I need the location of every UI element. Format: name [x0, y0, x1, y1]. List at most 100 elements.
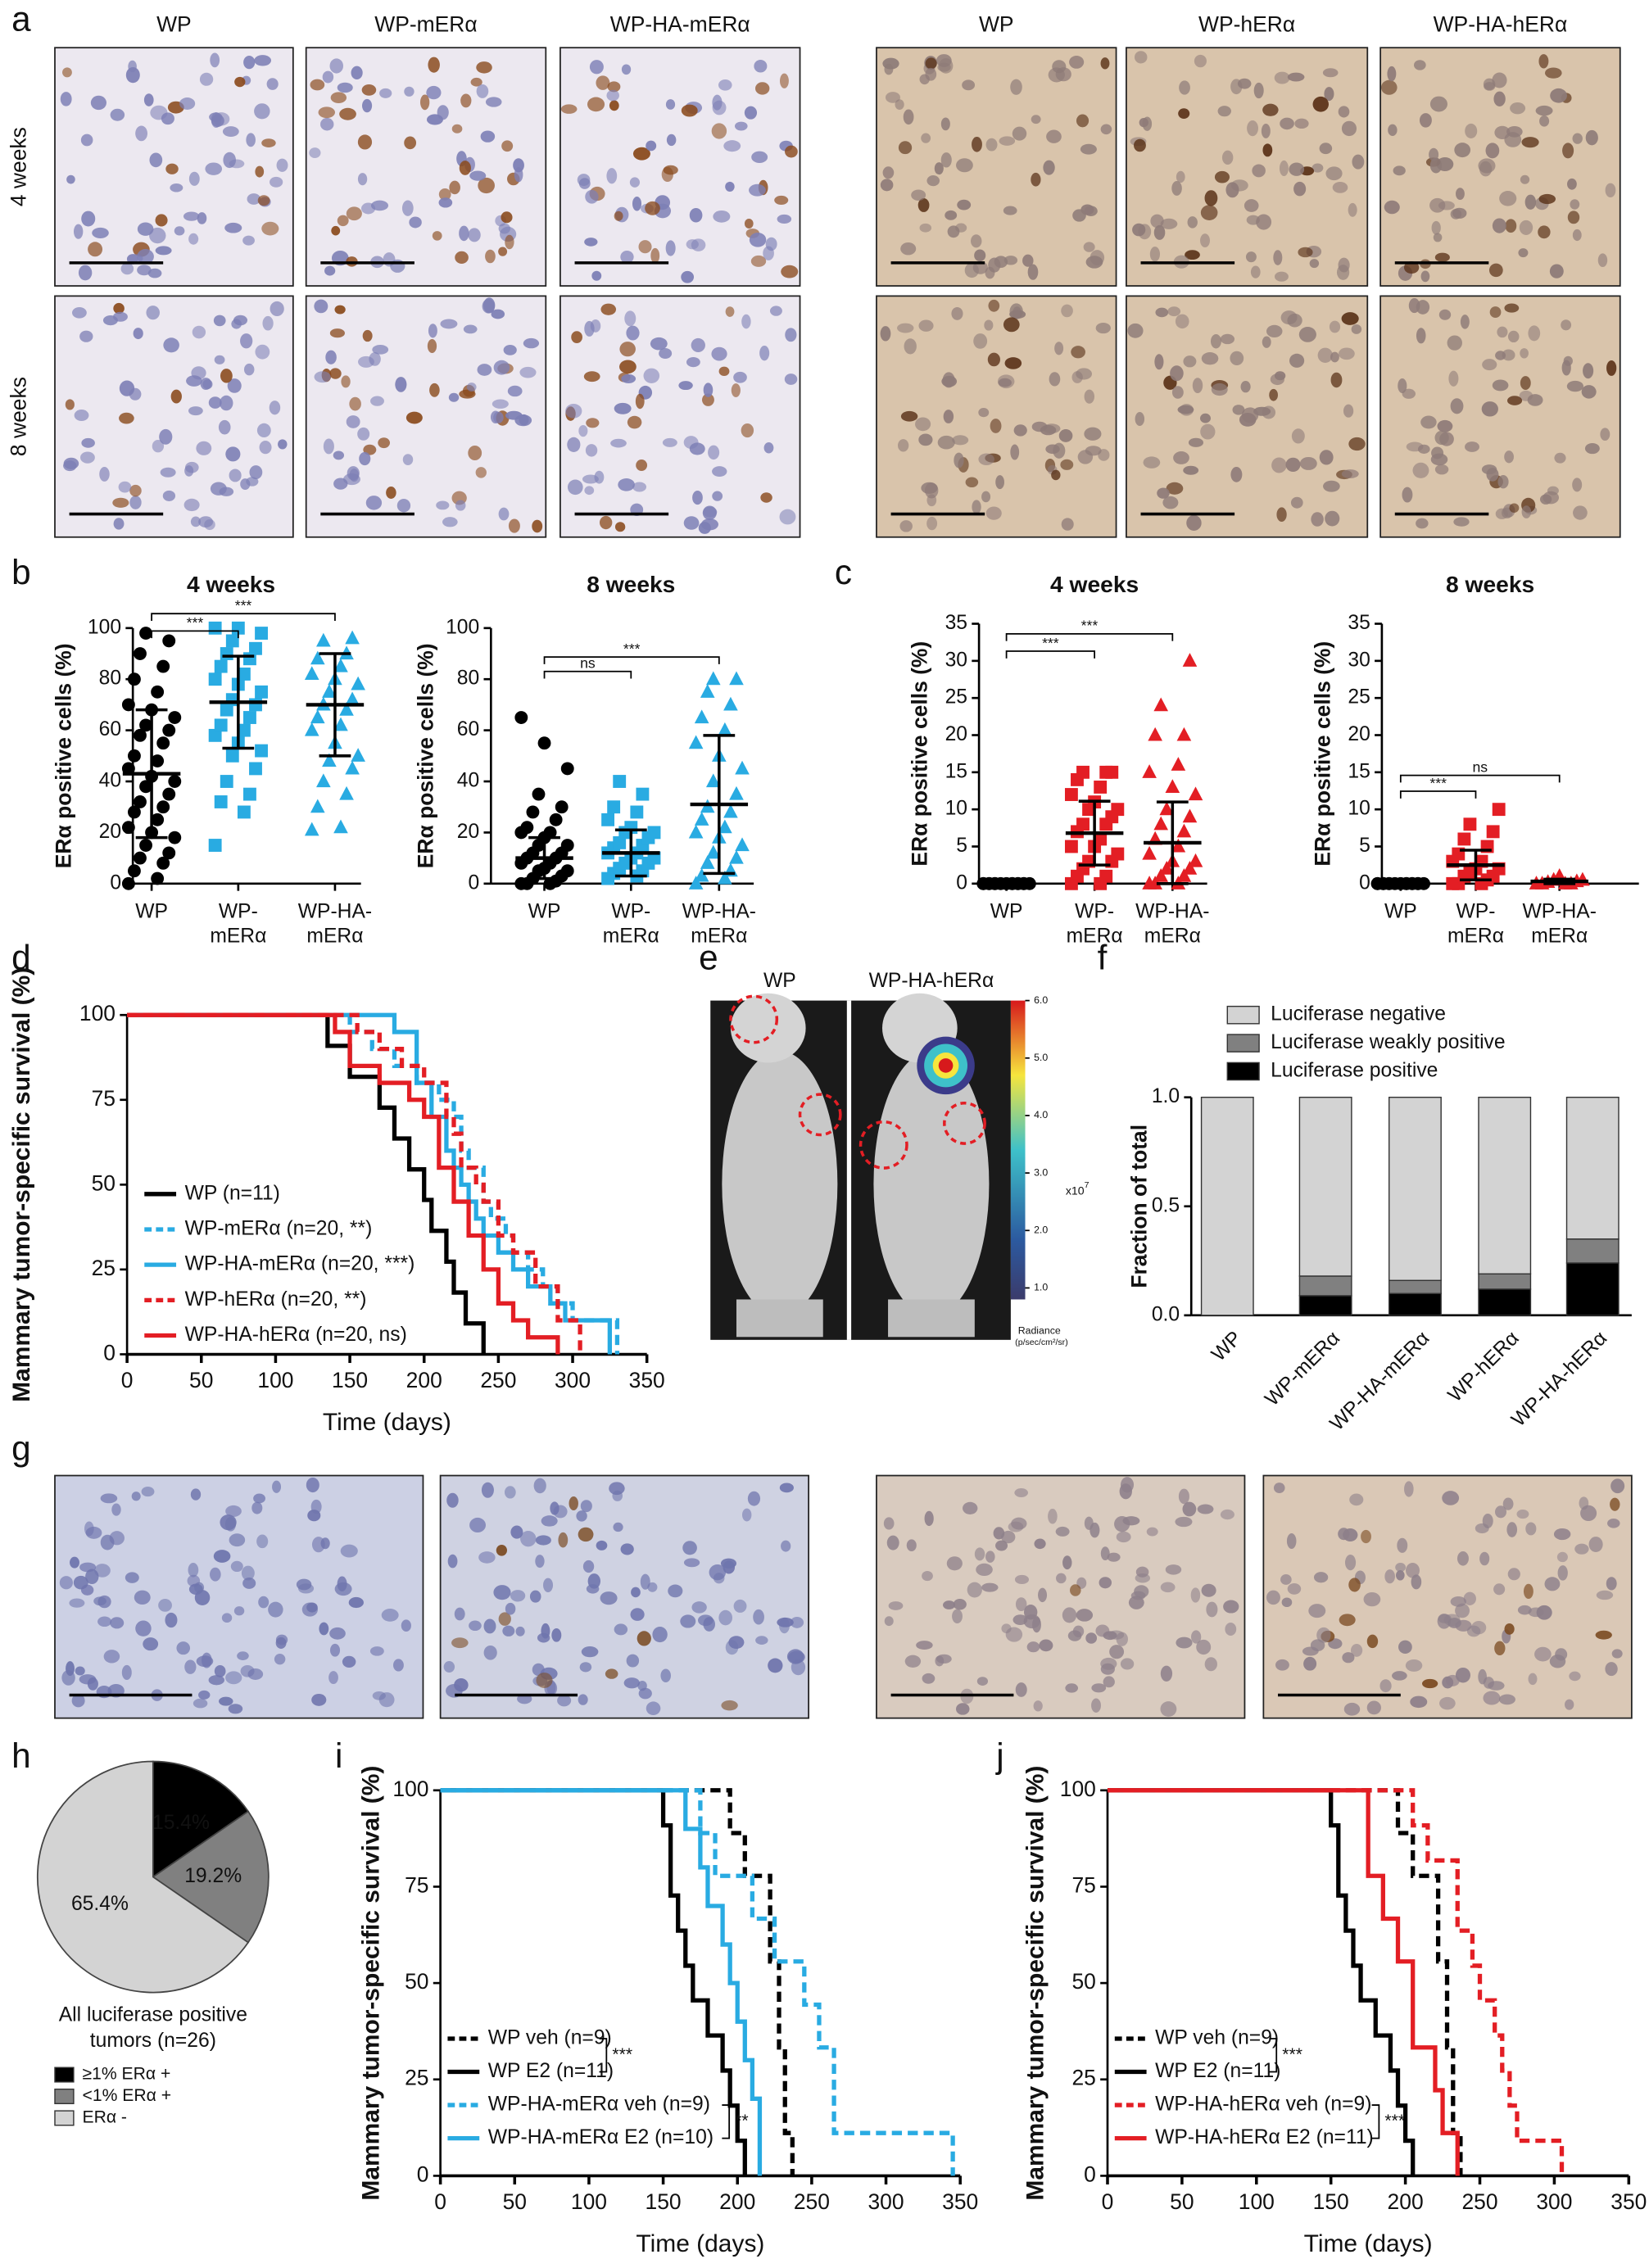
cell-nucleus: [1289, 353, 1305, 368]
cell-nucleus: [223, 152, 237, 169]
cell-nucleus: [1039, 1639, 1053, 1652]
cell-nucleus: [1510, 102, 1526, 115]
cell-nucleus: [87, 1677, 98, 1691]
cell-nucleus: [470, 77, 482, 87]
y-tick-label: 100: [446, 616, 479, 638]
cell-nucleus: [1572, 478, 1583, 492]
cell-nucleus: [362, 329, 373, 342]
cell-nucleus: [1412, 462, 1429, 478]
survival-curve: [440, 1788, 763, 2176]
cell-nucleus: [741, 314, 751, 329]
cell-nucleus: [1055, 1526, 1070, 1537]
cell-nucleus: [956, 158, 973, 173]
cell-nucleus: [1201, 352, 1219, 365]
cell-nucleus: [590, 319, 601, 333]
data-point: [134, 851, 147, 865]
cell-nucleus: [1317, 347, 1333, 363]
data-point: [121, 762, 135, 776]
x-tick-label: 200: [1388, 2189, 1424, 2214]
cell-nucleus: [1309, 259, 1320, 269]
cell-nucleus: [1528, 1607, 1544, 1618]
cell-nucleus: [196, 441, 212, 455]
cell-nucleus: [1453, 517, 1470, 527]
cell-nucleus: [1419, 113, 1432, 128]
cell-nucleus: [210, 52, 220, 68]
cell-nucleus: [1013, 306, 1022, 319]
cell-nucleus: [143, 93, 154, 106]
y-tick-label: 0: [1359, 871, 1370, 894]
cell-nucleus: [1607, 1518, 1620, 1528]
y-tick-label: 20: [945, 723, 967, 745]
y-tick-label: 20: [1348, 723, 1370, 745]
image-frame: [876, 295, 1117, 538]
cell-nucleus: [1561, 319, 1572, 331]
cell-nucleus: [1504, 450, 1514, 464]
cell-nucleus: [81, 437, 95, 448]
cell-nucleus: [741, 1508, 752, 1522]
slice-label: 19.2%: [184, 1865, 242, 1887]
cell-nucleus: [1139, 117, 1148, 128]
cell-nucleus: [1022, 254, 1034, 267]
error-bar: [1078, 799, 1111, 867]
cell-nucleus: [502, 1625, 515, 1636]
y-tick-label: 0: [468, 871, 479, 894]
panel-letter: a: [11, 0, 31, 38]
cell-nucleus: [1486, 468, 1499, 482]
cell-nucleus: [318, 106, 336, 119]
cell-nucleus: [533, 1478, 546, 1494]
data-point: [1188, 786, 1203, 801]
x-tick-label: WP-HA-: [298, 901, 372, 923]
cell-nucleus: [567, 479, 583, 496]
cell-nucleus: [1343, 1702, 1361, 1716]
image-background: [876, 1475, 1245, 1718]
cell-nucleus: [1273, 1483, 1285, 1494]
cell-nucleus: [1430, 453, 1448, 466]
cell-nucleus: [125, 66, 140, 84]
cell-nucleus: [1505, 219, 1517, 233]
cell-nucleus: [466, 383, 477, 392]
y-axis-label: ERα positive cells (%): [51, 643, 75, 868]
cell-nucleus: [951, 306, 963, 320]
data-point: [1176, 727, 1192, 741]
cell-nucleus: [777, 214, 792, 224]
cell-nucleus: [774, 195, 789, 205]
cell-nucleus: [1303, 1656, 1317, 1671]
cell-nucleus: [997, 374, 1015, 389]
cell-nucleus: [1492, 218, 1506, 233]
cell-nucleus: [1492, 379, 1509, 392]
cell-nucleus: [1269, 388, 1278, 401]
cell-nucleus: [754, 59, 768, 73]
data-point: [1148, 876, 1162, 890]
cell-nucleus: [349, 396, 361, 411]
cell-nucleus: [646, 140, 657, 152]
cell-nucleus: [536, 1673, 553, 1688]
cell-nucleus: [152, 440, 165, 453]
cell-nucleus: [917, 198, 930, 212]
cell-nucleus: [605, 1668, 618, 1679]
cell-nucleus: [179, 97, 196, 110]
cell-nucleus: [632, 196, 642, 211]
data-point: [723, 696, 738, 711]
cell-nucleus: [62, 67, 72, 78]
data-point: [1463, 817, 1477, 831]
cell-nucleus: [346, 415, 360, 428]
cell-nucleus: [981, 1582, 999, 1592]
cell-nucleus: [503, 345, 517, 355]
cell-nucleus: [74, 224, 84, 239]
cell-nucleus: [763, 442, 774, 454]
cell-nucleus: [1043, 160, 1055, 175]
cell-nucleus: [135, 125, 148, 142]
cell-nucleus: [718, 79, 732, 91]
data-point: [636, 787, 650, 801]
cell-nucleus: [1509, 503, 1520, 513]
cell-nucleus: [1048, 67, 1065, 83]
cell-nucleus: [1502, 1497, 1514, 1510]
x-tick-label: 100: [1239, 2189, 1275, 2214]
image-frame: [439, 1474, 809, 1719]
cell-nucleus: [1324, 87, 1334, 102]
panel-letter: j: [994, 1736, 1003, 1775]
cell-nucleus: [370, 396, 384, 406]
cell-nucleus: [1549, 1655, 1566, 1668]
cell-nucleus: [1230, 466, 1243, 482]
cell-nucleus: [1463, 1591, 1476, 1605]
